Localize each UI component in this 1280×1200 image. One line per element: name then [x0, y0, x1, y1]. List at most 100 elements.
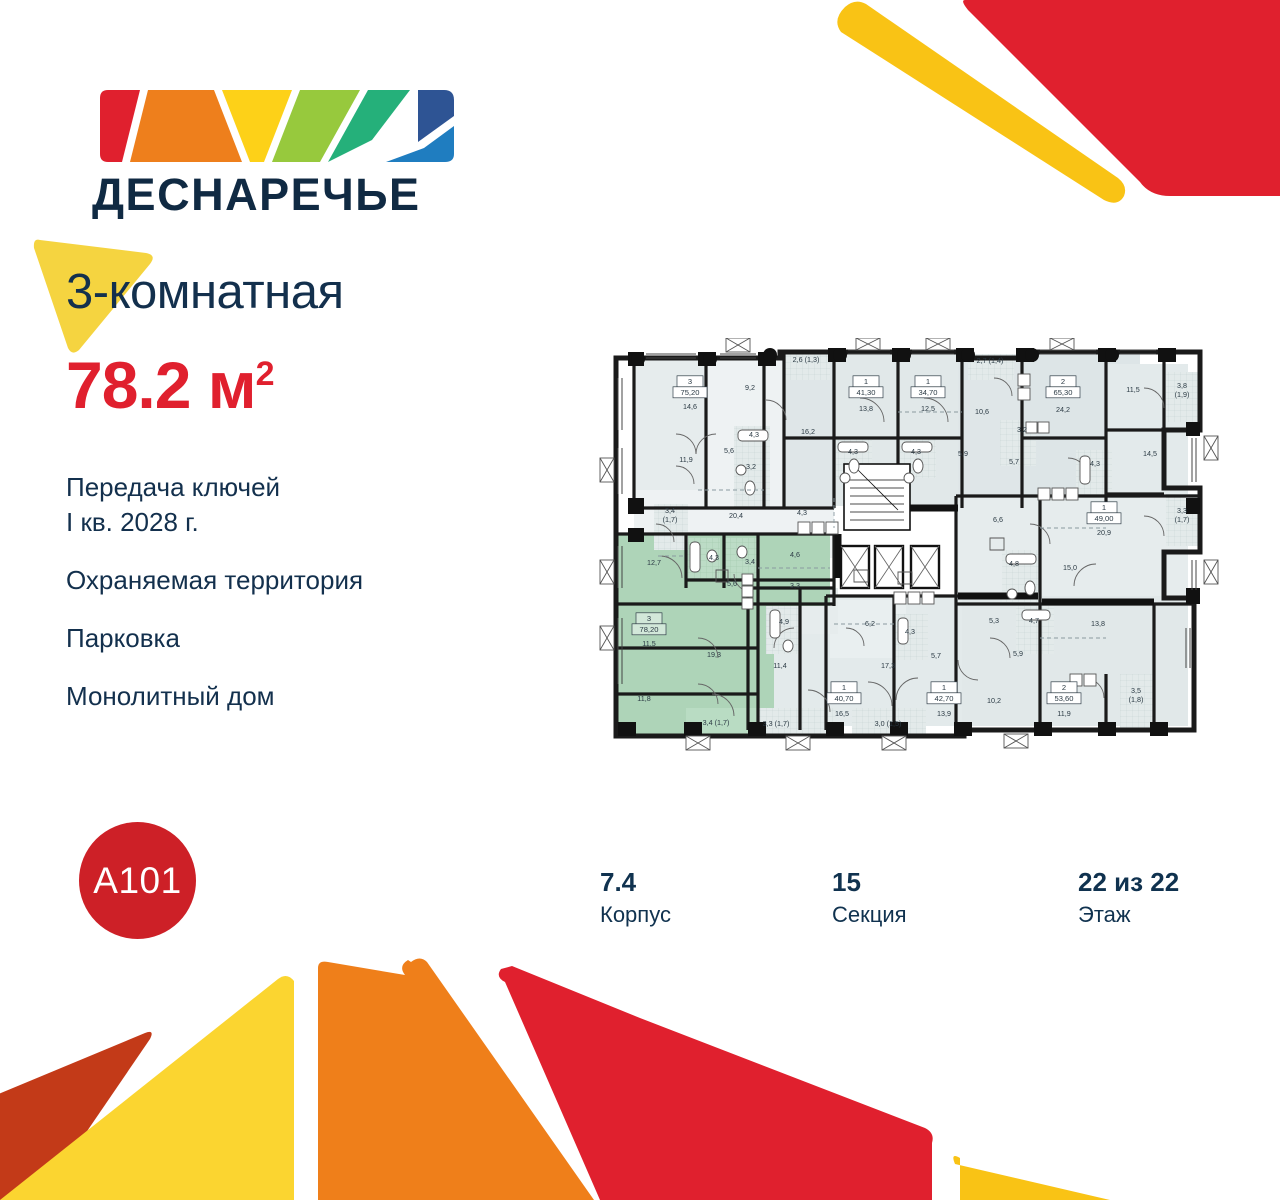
fact-korpus: 7.4 Корпус — [600, 867, 671, 928]
room-area-label: 3,8 — [1177, 381, 1187, 390]
apartment-label-box — [926, 692, 962, 705]
room-area-label: 20,9 — [1097, 528, 1111, 537]
apartment-label-box — [910, 386, 946, 399]
deco-yellow-bottom-left — [0, 975, 294, 1200]
brand-logo: ДЕСНАРЕЧЬЕ — [92, 88, 472, 217]
door-swings — [655, 377, 1165, 717]
room-area-label: 6,2 — [865, 619, 875, 628]
apartment-label: 42,70 — [934, 694, 953, 703]
plan-columns — [618, 348, 1200, 736]
apartment-label: 3 — [688, 377, 692, 386]
room-area-label: 2,6 (1,3) — [793, 355, 820, 364]
brand-logo-text: ДЕСНАРЕЧЬЕ — [92, 169, 421, 220]
room-area-label: 3,3 (1,7) — [763, 719, 790, 728]
fact-sektsia: 15 Секция — [832, 867, 907, 928]
deco-darkred-bottom-left — [0, 1031, 152, 1200]
apartment-label: 75,20 — [680, 388, 699, 397]
fixtures — [689, 373, 1097, 687]
fact-korpus-value: 7.4 — [600, 867, 637, 897]
apartment-label-box — [1086, 512, 1122, 525]
room-area-label: (1,7) — [663, 515, 678, 524]
deco-yellow-triangle-heading — [33, 239, 153, 353]
room-area-label: 5,9 — [1013, 649, 1023, 658]
room-area-label: 5,6 — [724, 446, 734, 455]
room-area-label: 3,4 — [665, 506, 675, 515]
apartment-label-box — [672, 386, 708, 399]
room-area-label: 6,6 — [993, 515, 1003, 524]
room-area-label: 4,3 — [749, 430, 759, 439]
floor-plan[interactable]: 3 75,20 14,6 9,2 11,9 5,6 4,3 3,2 20,4 3,4 (1,7) 4,… — [598, 338, 1220, 766]
apartment-area-value: 78.2 м — [66, 348, 257, 422]
room-area-label: 3,5 — [1131, 686, 1141, 695]
room-area-label: 16,2 — [801, 427, 815, 436]
room-area-label: 5,3 — [989, 616, 999, 625]
deco-yellow-top-right — [837, 1, 1126, 203]
room-area-label: 11,8 — [637, 694, 650, 703]
apartment-label: 3 — [647, 614, 651, 623]
room-area-label: 5,6 — [727, 579, 737, 588]
room-area-label: 3,3 — [790, 581, 800, 590]
room-area-label: 20,4 — [729, 511, 743, 520]
room-area-label: 15,0 — [1063, 563, 1077, 572]
apartment-label: 1 — [926, 377, 930, 386]
page-title: 3-комнатная — [66, 265, 344, 319]
floor-plan-drawing[interactable]: 375,2014,69,211,95,64,33,220,43,4(1,7)4,… — [598, 338, 1220, 766]
apartment-label: 53,60 — [1054, 694, 1073, 703]
deco-orange-bottom — [318, 958, 594, 1200]
room-area-label: 17,3 — [881, 661, 895, 670]
fact-sektsia-label: Секция — [832, 901, 907, 927]
apartment-label: 1 — [842, 683, 846, 692]
room-area-label: 5,7 — [1009, 457, 1019, 466]
apartment-label-box — [826, 692, 862, 705]
fact-etazh-label: Этаж — [1078, 901, 1131, 927]
room-area-label: 10,6 — [975, 407, 989, 416]
room-area-label: 13,9 — [937, 709, 951, 718]
deco-red-bottom — [498, 966, 933, 1200]
room-area-label: 4,9 — [779, 617, 789, 626]
room-area-label: 3,2 — [746, 462, 756, 471]
apartment-label: 40,70 — [834, 694, 853, 703]
room-area-label: 5,7 — [931, 651, 941, 660]
fact-etazh: 22 из 22 Этаж — [1078, 867, 1179, 928]
apartment-label: 2 — [1061, 377, 1065, 386]
feature-item-security: Охраняемая территория — [66, 565, 364, 596]
apartment-label: 1 — [1102, 503, 1106, 512]
room-area-label: 9,2 — [745, 383, 755, 392]
room-area-label: 3,2 — [1017, 425, 1027, 434]
apartment-area: 78.2 м2 — [66, 352, 275, 418]
room-area-label: 11,4 — [773, 661, 786, 670]
apartment-label: 65,30 — [1053, 388, 1072, 397]
room-area-label: 4,3 — [1090, 459, 1100, 468]
room-area-label: 3,4 — [745, 557, 755, 566]
room-area-label: 3,3 — [1177, 506, 1187, 515]
room-area-label: 11,9 — [679, 455, 692, 464]
plan-shafts — [599, 338, 1219, 751]
room-area-label: 4,3 — [905, 627, 915, 636]
feature-item-keys: Передача ключей I кв. 2028 г. — [66, 472, 281, 538]
feature-list: Передача ключей I кв. 2028 г. Охраняемая … — [66, 470, 526, 714]
room-area-label: (1,9) — [1175, 390, 1190, 399]
apartment-label: 2 — [1062, 683, 1066, 692]
deco-yellow-bottom-right — [953, 1156, 1110, 1200]
room-area-label: 16,5 — [835, 709, 849, 718]
apartment-label: 1 — [864, 377, 868, 386]
room-area-label: 3,0 (1,5) — [875, 719, 902, 728]
room-area-label: 14,5 — [1143, 449, 1157, 458]
room-area-label: 12,5 — [921, 404, 935, 413]
room-area-label: 4,8 — [1009, 559, 1019, 568]
apartment-label: 78,20 — [639, 625, 658, 634]
room-area-label: 3,4 (1,7) — [703, 718, 730, 727]
feature-item-parking: Парковка — [66, 623, 180, 654]
room-area-label: 11,5 — [1126, 385, 1139, 394]
apartment-label: 34,70 — [918, 388, 937, 397]
room-area-label: 2,7 (1,4) — [977, 356, 1004, 365]
plan-labels-group: 375,2014,69,211,95,64,33,220,43,4(1,7)4,… — [631, 355, 1190, 728]
apartment-label-box — [631, 623, 667, 636]
a101-badge: A101 — [79, 822, 196, 939]
room-area-label: 4,3 — [911, 447, 921, 456]
apartment-label: 41,30 — [856, 388, 875, 397]
room-area-label: 10,2 — [987, 696, 1001, 705]
feature-item-monolith: Монолитный дом — [66, 681, 275, 712]
room-area-label: (1,7) — [1175, 515, 1190, 524]
